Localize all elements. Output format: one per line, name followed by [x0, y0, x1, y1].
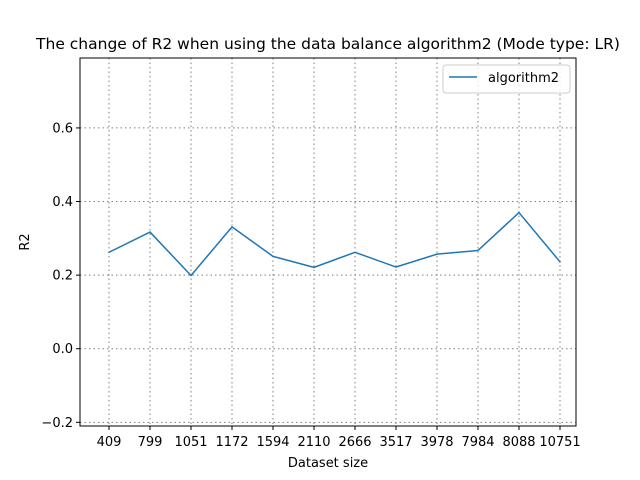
x-tick-label: 409 [97, 435, 122, 450]
series-line-algorithm2 [107, 211, 562, 277]
series-layer [107, 211, 562, 277]
legend-box [442, 64, 571, 94]
x-ticks: 409 799 1051 1172 1594 2110 2666 3517 3978 7984 80… [97, 426, 581, 450]
x-tick-label: 799 [138, 435, 163, 450]
legend: algorithm2 [442, 64, 571, 94]
y-tick-label: 0.4 [52, 195, 73, 210]
y-tick-label: 0.0 [52, 342, 73, 357]
chart-title: The change of R2 when using the data bal… [35, 35, 620, 53]
y-tick-label: 0.6 [52, 121, 73, 136]
x-tick-label: 8088 [502, 435, 535, 450]
x-tick-label: 1051 [174, 435, 207, 450]
x-axis-label: Dataset size [288, 456, 368, 471]
x-tick-label: 1594 [256, 435, 289, 450]
x-tick-label: 3978 [420, 435, 453, 450]
x-tick-label: 10751 [539, 435, 580, 450]
x-tick-label: 2666 [338, 435, 371, 450]
grid [80, 58, 576, 426]
x-tick-label: 7984 [461, 435, 494, 450]
y-axis-label: R2 [18, 233, 33, 250]
plot-area-frame [79, 57, 577, 427]
y-tick-label: 0.2 [52, 269, 73, 284]
y-ticks: −0.2 0.0 0.2 0.4 0.6 [41, 121, 80, 431]
legend-label-algorithm2: algorithm2 [488, 71, 559, 86]
y-tick-label: −0.2 [41, 416, 73, 431]
x-tick-label: 2110 [297, 435, 330, 450]
x-tick-label: 1172 [215, 435, 248, 450]
x-tick-label: 3517 [379, 435, 412, 450]
